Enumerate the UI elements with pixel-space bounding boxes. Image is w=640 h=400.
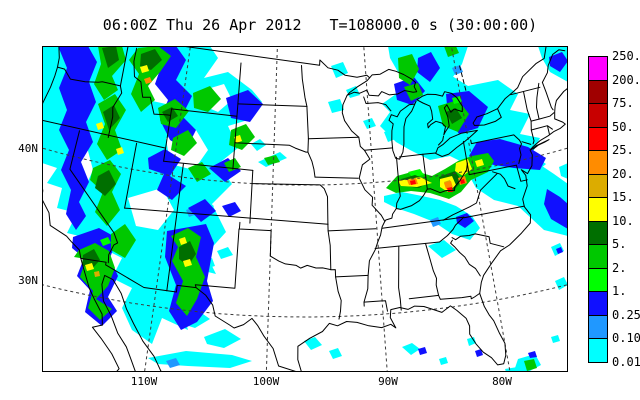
colorbar-label: 0.25: [612, 307, 640, 322]
lat-label-40N: 40N: [18, 142, 38, 155]
colorbar-label: 25.: [612, 143, 634, 157]
colorbar-cell: [588, 244, 608, 269]
precip-shading: [42, 46, 568, 372]
colorbar-cell: [588, 197, 608, 222]
map-borders: [42, 46, 568, 372]
colorbar-cell: [588, 150, 608, 175]
colorbar-cell: [588, 338, 608, 363]
colorbar-cell: [588, 173, 608, 198]
title-datetime: 06:00Z Thu 26 Apr 2012: [102, 16, 302, 34]
colorbar-label: 10.: [612, 213, 634, 228]
colorbar-cell: [588, 267, 608, 292]
plot-title: 06:00Z Thu 26 Apr 2012 T=108000.0 s (30:0…: [0, 16, 640, 34]
colorbar-label: 2.: [612, 260, 627, 275]
colorbar-label: 20.: [612, 166, 634, 181]
map-frame: [42, 46, 568, 372]
colorbar-label: 1.: [612, 284, 627, 298]
lon-label-80W: 80W: [492, 375, 512, 388]
lon-label-90W: 90W: [378, 375, 398, 388]
colorbar-cell: [588, 103, 608, 128]
lon-label-100W: 100W: [252, 375, 280, 388]
lon-label-110W: 110W: [130, 375, 158, 388]
colorbar-label: 15.: [612, 190, 634, 204]
colorbar-cell: [588, 220, 608, 245]
colorbar-label: 75.: [612, 96, 634, 110]
colorbar-label: 250.: [612, 49, 640, 63]
colorbar-cell: [588, 291, 608, 316]
colorbar-label: 5.: [612, 237, 627, 251]
colorbar-label: 50.: [612, 119, 634, 134]
colorbar-label: 0.10: [612, 331, 640, 345]
colorbar-cell: [588, 314, 608, 339]
colorbar-label: 200.: [612, 72, 640, 87]
colorbar-cell: [588, 126, 608, 151]
colorbar-cell: [588, 79, 608, 104]
title-forecast-time: T=108000.0 s (30:00:00): [329, 16, 538, 34]
lat-label-30N: 30N: [18, 274, 38, 287]
colorbar-cell: [588, 56, 608, 81]
colorbar-label: 0.01: [612, 354, 640, 369]
